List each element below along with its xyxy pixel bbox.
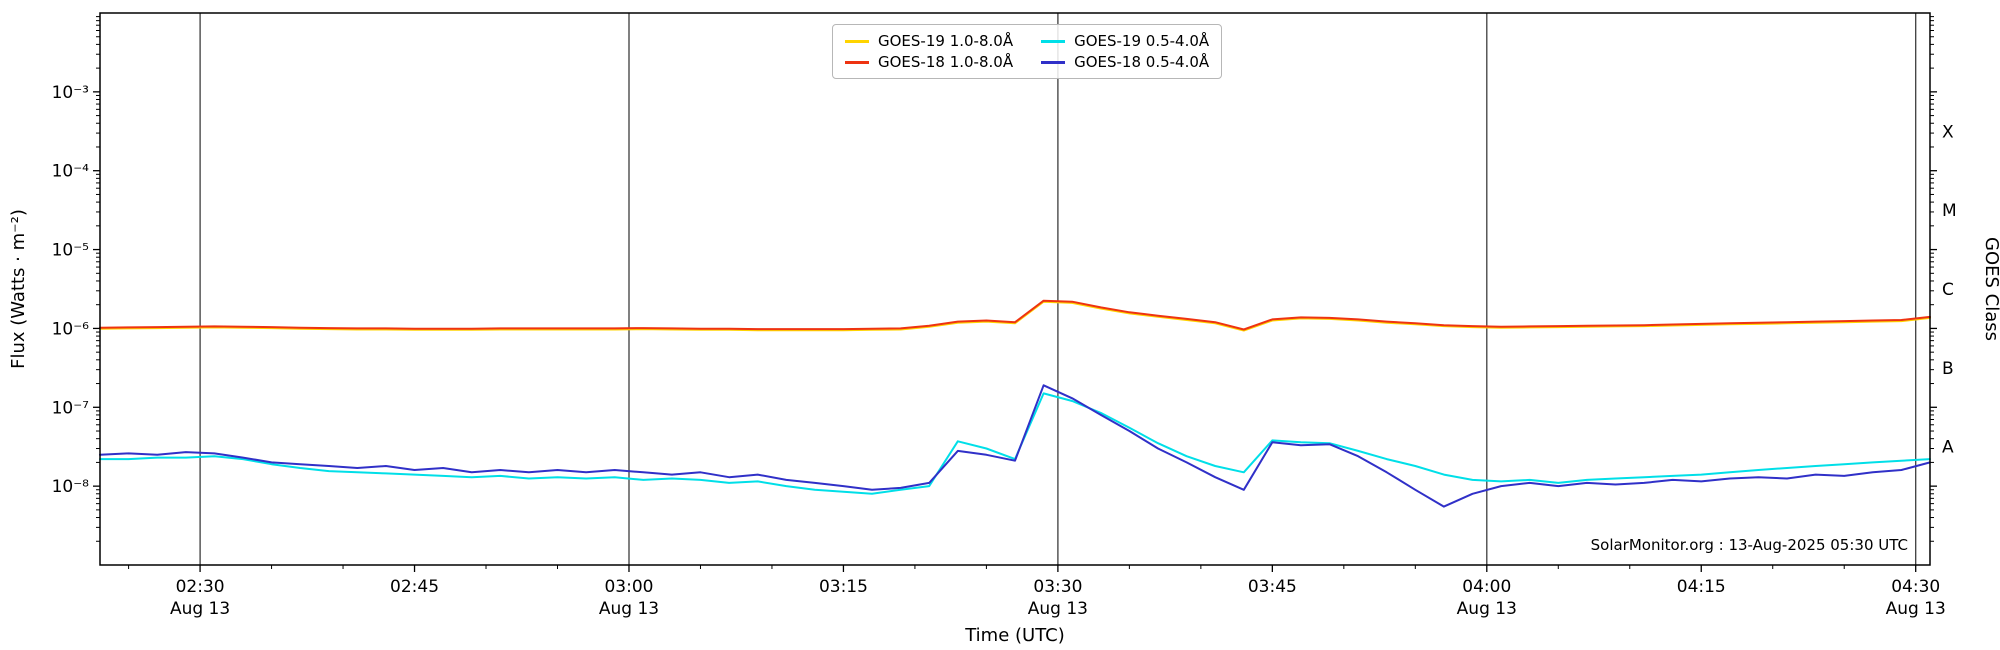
series-line-goes-19-0-5-4-0-: [99, 392, 1931, 495]
x-date-label: Aug 13: [1028, 599, 1088, 619]
goes-class-letter: A: [1942, 438, 1954, 458]
goes-class-letter: X: [1942, 122, 1954, 142]
chart-legend: GOES-19 1.0-8.0Å GOES-18 1.0-8.0Å GOES-19 …: [832, 24, 1223, 79]
y-tick-label: 10⁻⁸: [52, 477, 90, 497]
legend-item: GOES-19 0.5-4.0Å: [1041, 32, 1209, 50]
legend-line-swatch: [1041, 39, 1066, 43]
y-axis-label: Flux (Watts · m⁻²): [8, 209, 29, 369]
legend-label: GOES-18 1.0-8.0Å: [878, 53, 1014, 71]
x-tick-label: 03:15: [819, 577, 868, 597]
legend-line-swatch: [845, 60, 869, 64]
y-tick-label: 10⁻⁵: [52, 241, 89, 261]
series-line-goes-18-1-0-8-0-: [99, 299, 1931, 331]
x-tick-label: 03:30: [1033, 577, 1082, 597]
watermark-text: SolarMonitor.org : 13-Aug-2025 05:30 UTC: [1590, 536, 1908, 554]
legend-label: GOES-18 0.5-4.0Å: [1074, 53, 1210, 71]
x-date-label: Aug 13: [1886, 599, 1946, 619]
legend-label: GOES-19 1.0-8.0Å: [878, 32, 1014, 50]
y-tick-label: 10⁻⁷: [52, 398, 90, 418]
legend-item: GOES-19 1.0-8.0Å: [845, 32, 1013, 50]
legend-line-swatch: [845, 39, 869, 43]
legend-label: GOES-19 0.5-4.0Å: [1074, 32, 1210, 50]
x-date-label: Aug 13: [1457, 599, 1517, 619]
goes-class-letter: B: [1942, 359, 1954, 379]
legend-item: GOES-18 1.0-8.0Å: [845, 53, 1013, 71]
x-tick-label: 02:45: [390, 577, 439, 597]
y-axis-right-label: GOES Class: [1981, 237, 2000, 341]
goes-class-letter: M: [1942, 201, 1957, 221]
x-tick-label: 04:15: [1677, 577, 1726, 597]
x-tick-label: 04:30: [1891, 577, 1940, 597]
x-date-label: Aug 13: [599, 599, 659, 619]
plot-border: [99, 12, 1931, 566]
x-axis-label: Time (UTC): [964, 625, 1065, 646]
y-tick-label: 10⁻⁶: [52, 319, 90, 339]
x-date-label: Aug 13: [170, 599, 230, 619]
legend-item: GOES-18 0.5-4.0Å: [1041, 53, 1209, 71]
x-tick-label: 03:00: [604, 577, 653, 597]
legend-line-swatch: [1041, 60, 1066, 64]
x-tick-label: 03:45: [1248, 577, 1297, 597]
y-tick-label: 10⁻³: [52, 83, 89, 103]
x-tick-label: 04:00: [1462, 577, 1511, 597]
series-line-goes-19-1-0-8-0-: [99, 300, 1931, 332]
goes-class-letter: C: [1942, 280, 1954, 300]
series-line-goes-18-0-5-4-0-: [99, 384, 1931, 508]
y-tick-label: 10⁻⁴: [52, 162, 90, 182]
x-tick-label: 02:30: [176, 577, 225, 597]
